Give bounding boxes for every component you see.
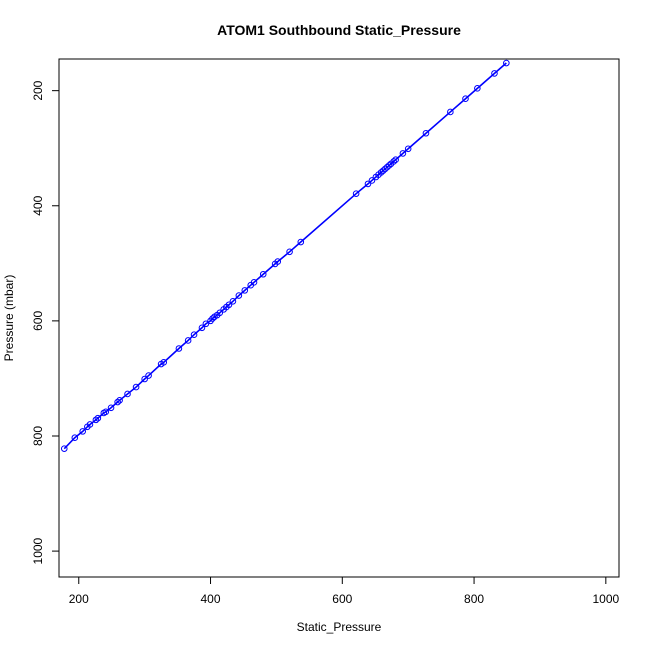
data-point xyxy=(202,320,210,328)
data-point xyxy=(491,70,498,77)
data-point xyxy=(392,156,399,164)
data-point xyxy=(71,434,79,442)
data-point xyxy=(383,163,391,171)
data-point xyxy=(102,408,110,416)
data-point xyxy=(225,301,233,309)
x-tick-label: 1000 xyxy=(592,592,619,606)
data-point xyxy=(79,428,87,435)
data-point xyxy=(198,324,206,332)
data-point xyxy=(259,270,267,278)
y-axis-label: Pressure (mbar) xyxy=(2,275,16,362)
data-point xyxy=(503,59,510,67)
data-point xyxy=(184,337,192,344)
data-point xyxy=(377,169,385,176)
data-point xyxy=(190,331,198,338)
data-point xyxy=(368,177,376,184)
y-axis: 200 400 600 800 1000 xyxy=(31,80,60,564)
y-tick-label: 800 xyxy=(31,426,45,446)
data-point xyxy=(160,359,168,366)
data-point xyxy=(447,108,454,116)
data-point xyxy=(235,292,243,299)
data-point xyxy=(474,85,481,92)
x-axis: 200 400 600 800 1000 xyxy=(69,576,619,606)
x-tick-label: 200 xyxy=(69,592,89,606)
data-point xyxy=(94,414,102,422)
data-point xyxy=(92,416,100,424)
data-point xyxy=(175,345,183,352)
data-point xyxy=(404,145,412,153)
data-point xyxy=(364,180,372,188)
data-point xyxy=(250,279,258,286)
x-tick-label: 600 xyxy=(332,592,352,606)
data-point xyxy=(385,162,393,169)
x-tick-label: 400 xyxy=(201,592,221,606)
data-point xyxy=(352,190,360,197)
data-point xyxy=(297,238,305,246)
data-point xyxy=(86,421,94,428)
series-line xyxy=(63,62,507,450)
data-point xyxy=(274,258,282,265)
data-point xyxy=(116,397,123,404)
x-tick-label: 800 xyxy=(464,592,484,606)
data-point xyxy=(216,309,224,317)
data-series xyxy=(60,59,510,452)
data-point xyxy=(229,298,237,305)
x-axis-label: Static_Pressure xyxy=(297,620,382,634)
y-tick-label: 200 xyxy=(31,80,45,100)
data-point xyxy=(141,375,148,383)
data-point xyxy=(390,158,397,165)
data-point xyxy=(462,95,469,103)
y-tick-label: 1000 xyxy=(31,537,45,564)
data-point xyxy=(132,383,140,391)
data-point xyxy=(107,404,115,412)
data-point xyxy=(209,315,216,322)
chart-title: ATOM1 Southbound Static_Pressure xyxy=(217,22,461,38)
data-point xyxy=(241,287,249,294)
data-point xyxy=(379,167,387,174)
data-point xyxy=(286,248,293,256)
data-point xyxy=(399,150,407,157)
data-point xyxy=(381,165,389,173)
plot-frame xyxy=(58,58,620,578)
data-point xyxy=(60,445,68,452)
y-tick-label: 400 xyxy=(31,195,45,215)
data-point xyxy=(124,390,131,398)
data-point xyxy=(422,129,430,137)
data-point xyxy=(114,398,121,406)
y-tick-label: 600 xyxy=(31,311,45,331)
data-point xyxy=(145,372,152,379)
